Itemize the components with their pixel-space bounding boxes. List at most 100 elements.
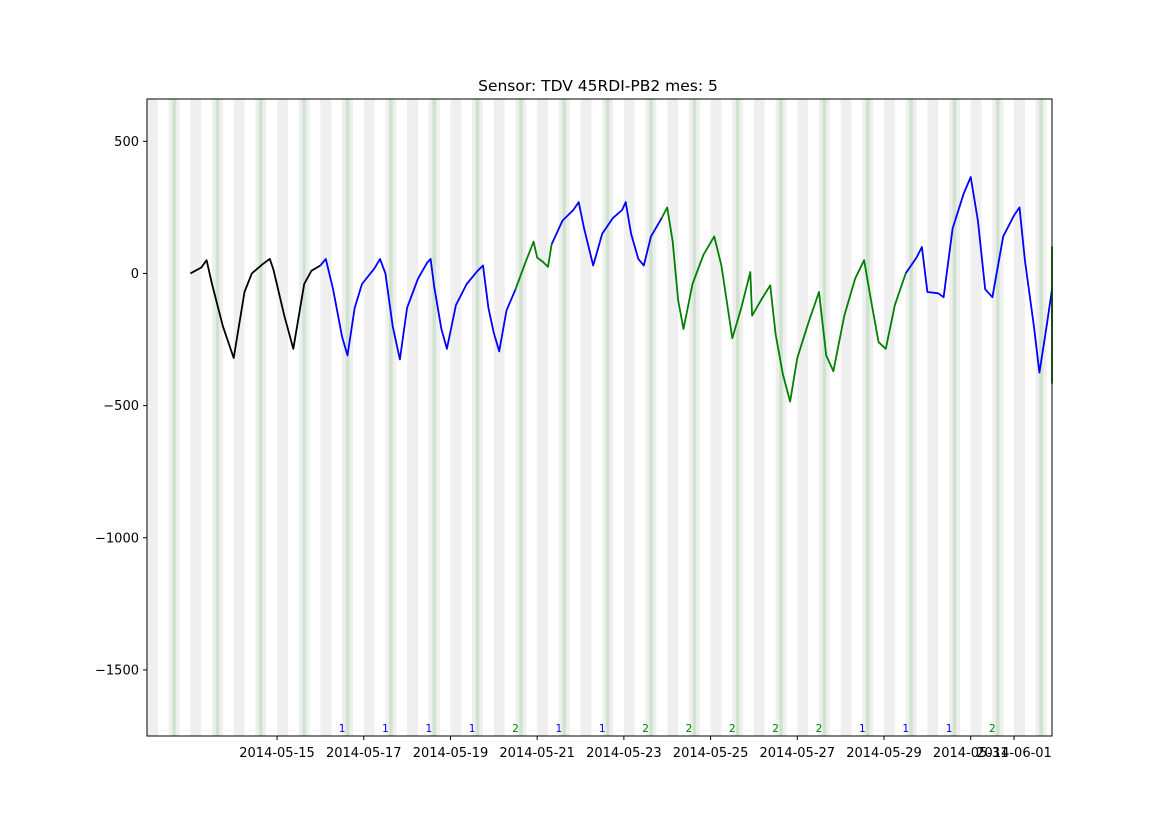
- cluster-label: 1: [556, 723, 563, 735]
- gray-band: [602, 99, 614, 736]
- series-segment-blue: [550, 201, 663, 267]
- green-band: [865, 99, 870, 736]
- gray-band: [537, 99, 549, 736]
- x-tick-label: 2014-05-29: [846, 746, 922, 761]
- green-band: [692, 99, 697, 736]
- gray-band: [255, 99, 267, 736]
- y-tick-label: 0: [131, 267, 139, 282]
- green-band: [996, 99, 1000, 736]
- cluster-label: 1: [946, 723, 953, 735]
- gray-band: [667, 99, 679, 736]
- gray-band: [298, 99, 310, 736]
- series-segment-blue: [904, 176, 1053, 374]
- gray-band: [688, 99, 700, 736]
- green-band: [909, 99, 913, 736]
- shaded-bands: [147, 99, 1047, 736]
- cluster-label: 1: [902, 723, 909, 735]
- gray-band: [472, 99, 483, 736]
- cluster-label: 2: [729, 723, 736, 735]
- gray-band: [840, 99, 852, 736]
- gray-band: [862, 99, 874, 736]
- gray-band: [927, 99, 939, 736]
- gray-band: [1035, 99, 1047, 736]
- gray-band: [797, 99, 809, 736]
- cluster-labels: 1 1 1 1 2 1 1 2 2 2 2 2 1 1 1 2: [339, 723, 996, 735]
- cluster-label: 2: [686, 723, 693, 735]
- cluster-label: 1: [859, 723, 866, 735]
- gray-band: [558, 99, 570, 736]
- gray-band: [277, 99, 288, 736]
- gray-band: [732, 99, 744, 736]
- x-tick-label: 2014-05-25: [673, 746, 749, 761]
- gray-band: [992, 99, 1004, 736]
- x-tick-label: 2014-05-17: [326, 746, 402, 761]
- green-band: [605, 99, 610, 736]
- gray-band: [190, 99, 202, 736]
- series-segment-green: [514, 240, 553, 290]
- green-band: [735, 99, 740, 736]
- y-axis: 500 0 −500 −1000 −1500: [95, 135, 147, 678]
- x-tick-label: 2014-05-15: [239, 746, 315, 761]
- y-tick-label: −1500: [95, 663, 139, 678]
- green-band: [475, 99, 480, 736]
- green-band: [302, 99, 306, 736]
- x-tick-label: 2014-05-27: [760, 746, 836, 761]
- green-band: [519, 99, 523, 736]
- gray-band: [428, 99, 440, 736]
- series-segment-black: [189, 258, 321, 359]
- gray-band: [905, 99, 917, 736]
- gray-band: [363, 99, 375, 736]
- cluster-label: 1: [425, 723, 432, 735]
- x-tick-label: 2014-05-23: [586, 746, 662, 761]
- x-tick-label: 2014-06-01: [976, 746, 1052, 761]
- plot-frame: [146, 98, 1053, 737]
- cluster-label: 1: [382, 723, 389, 735]
- y-tick-label: −1000: [95, 531, 139, 546]
- gray-band: [212, 99, 223, 736]
- gray-band: [580, 99, 592, 736]
- gray-band: [147, 99, 158, 736]
- green-band: [215, 99, 220, 736]
- green-band: [258, 99, 263, 736]
- gray-band: [168, 99, 180, 736]
- gray-band: [450, 99, 462, 736]
- green-band: [952, 99, 957, 736]
- cluster-label: 2: [816, 723, 823, 735]
- gray-band: [233, 99, 245, 736]
- gray-band: [645, 99, 657, 736]
- gray-band: [320, 99, 332, 736]
- cluster-label: 2: [642, 723, 649, 735]
- green-band: [345, 99, 350, 736]
- gray-band: [818, 99, 830, 736]
- gray-band: [884, 99, 895, 736]
- gray-band: [970, 99, 982, 736]
- x-tick-label: 2014-05-31: [933, 746, 1009, 761]
- gray-band: [385, 99, 397, 736]
- y-tick-label: −500: [103, 399, 139, 414]
- green-band: [779, 99, 783, 736]
- x-tick-label: 2014-05-21: [499, 746, 575, 761]
- green-band: [649, 99, 653, 736]
- green-band: [1039, 99, 1043, 736]
- cluster-label: 2: [512, 723, 519, 735]
- gray-band: [515, 99, 527, 736]
- series-segment-green: [660, 206, 907, 403]
- gray-band: [753, 99, 765, 736]
- gray-band: [493, 99, 505, 736]
- green-band: [822, 99, 827, 736]
- series-segment-blue: [319, 258, 517, 361]
- green-band: [562, 99, 567, 736]
- y-tick-label: 500: [114, 135, 139, 150]
- green-band: [172, 99, 176, 736]
- gray-band: [342, 99, 353, 736]
- gray-band: [623, 99, 635, 736]
- cluster-label: 1: [599, 723, 606, 735]
- gray-band: [949, 99, 960, 736]
- series-lines: [189, 176, 1053, 403]
- cluster-label: 2: [989, 723, 996, 735]
- green-band: [389, 99, 393, 736]
- gray-band: [775, 99, 787, 736]
- cluster-label: 2: [772, 723, 779, 735]
